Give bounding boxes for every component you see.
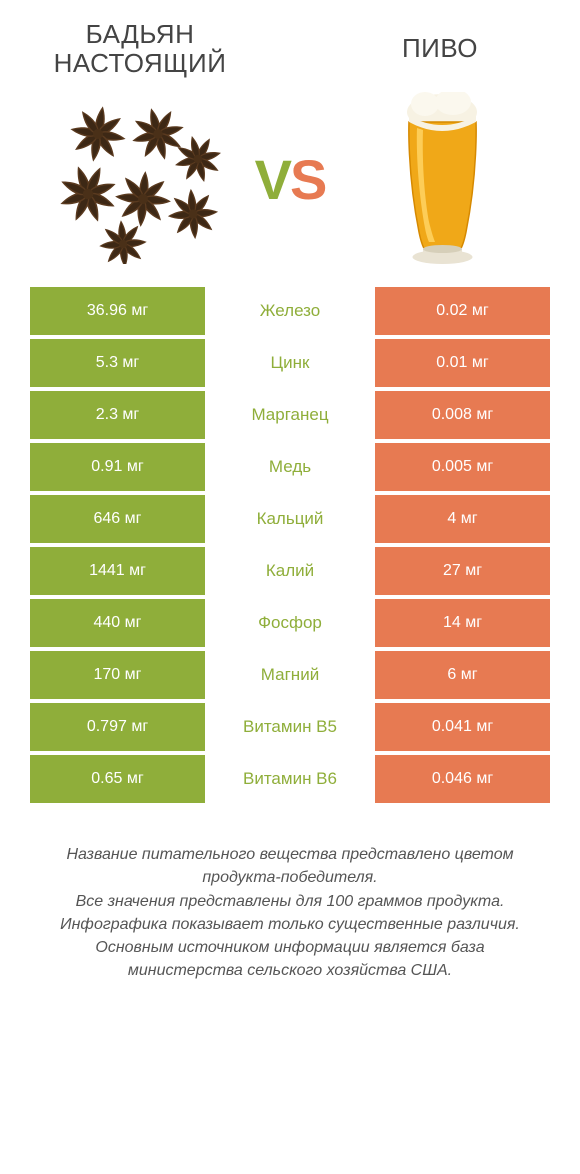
nutrient-label: Фосфор	[205, 599, 375, 647]
vs-label: VS	[245, 147, 335, 212]
beer-glass-icon	[395, 92, 490, 267]
vs-s-letter: S	[290, 148, 325, 211]
left-value-cell: 2.3 мг	[30, 391, 205, 439]
table-row: 2.3 мгМарганец0.008 мг	[30, 391, 550, 439]
star-anise-icon	[48, 94, 228, 264]
title-row: БАДЬЯН НАСТОЯЩИЙ ПИВО	[30, 20, 550, 77]
right-product-image	[335, 89, 550, 269]
table-row: 646 мгКальций4 мг	[30, 495, 550, 543]
left-value-cell: 1441 мг	[30, 547, 205, 595]
left-product-title: БАДЬЯН НАСТОЯЩИЙ	[30, 20, 260, 77]
vs-v-letter: V	[255, 148, 290, 211]
nutrient-label: Марганец	[205, 391, 375, 439]
nutrient-label: Кальций	[205, 495, 375, 543]
left-value-cell: 440 мг	[30, 599, 205, 647]
left-product-image	[30, 89, 245, 269]
right-value-cell: 27 мг	[375, 547, 550, 595]
nutrient-label: Магний	[205, 651, 375, 699]
right-product-title: ПИВО	[320, 34, 550, 63]
nutrient-label: Медь	[205, 443, 375, 491]
left-value-cell: 170 мг	[30, 651, 205, 699]
nutrient-label: Железо	[205, 287, 375, 335]
right-value-cell: 0.02 мг	[375, 287, 550, 335]
right-value-cell: 0.008 мг	[375, 391, 550, 439]
nutrient-label: Калий	[205, 547, 375, 595]
table-row: 0.797 мгВитамин B50.041 мг	[30, 703, 550, 751]
table-row: 36.96 мгЖелезо0.02 мг	[30, 287, 550, 335]
table-row: 1441 мгКалий27 мг	[30, 547, 550, 595]
right-value-cell: 0.005 мг	[375, 443, 550, 491]
left-value-cell: 0.65 мг	[30, 755, 205, 803]
comparison-table: 36.96 мгЖелезо0.02 мг5.3 мгЦинк0.01 мг2.…	[30, 287, 550, 803]
left-value-cell: 5.3 мг	[30, 339, 205, 387]
right-value-cell: 0.01 мг	[375, 339, 550, 387]
left-value-cell: 0.797 мг	[30, 703, 205, 751]
right-value-cell: 0.046 мг	[375, 755, 550, 803]
table-row: 440 мгФосфор14 мг	[30, 599, 550, 647]
table-row: 170 мгМагний6 мг	[30, 651, 550, 699]
right-value-cell: 14 мг	[375, 599, 550, 647]
table-row: 5.3 мгЦинк0.01 мг	[30, 339, 550, 387]
right-value-cell: 4 мг	[375, 495, 550, 543]
table-row: 0.65 мгВитамин B60.046 мг	[30, 755, 550, 803]
left-value-cell: 36.96 мг	[30, 287, 205, 335]
infographic-container: БАДЬЯН НАСТОЯЩИЙ ПИВО	[0, 0, 580, 982]
nutrient-label: Витамин B6	[205, 755, 375, 803]
image-row: VS	[30, 89, 550, 269]
nutrient-label: Цинк	[205, 339, 375, 387]
nutrient-label: Витамин B5	[205, 703, 375, 751]
footnote: Название питательного вещества представл…	[30, 843, 550, 982]
left-value-cell: 646 мг	[30, 495, 205, 543]
table-row: 0.91 мгМедь0.005 мг	[30, 443, 550, 491]
right-value-cell: 0.041 мг	[375, 703, 550, 751]
left-value-cell: 0.91 мг	[30, 443, 205, 491]
right-value-cell: 6 мг	[375, 651, 550, 699]
